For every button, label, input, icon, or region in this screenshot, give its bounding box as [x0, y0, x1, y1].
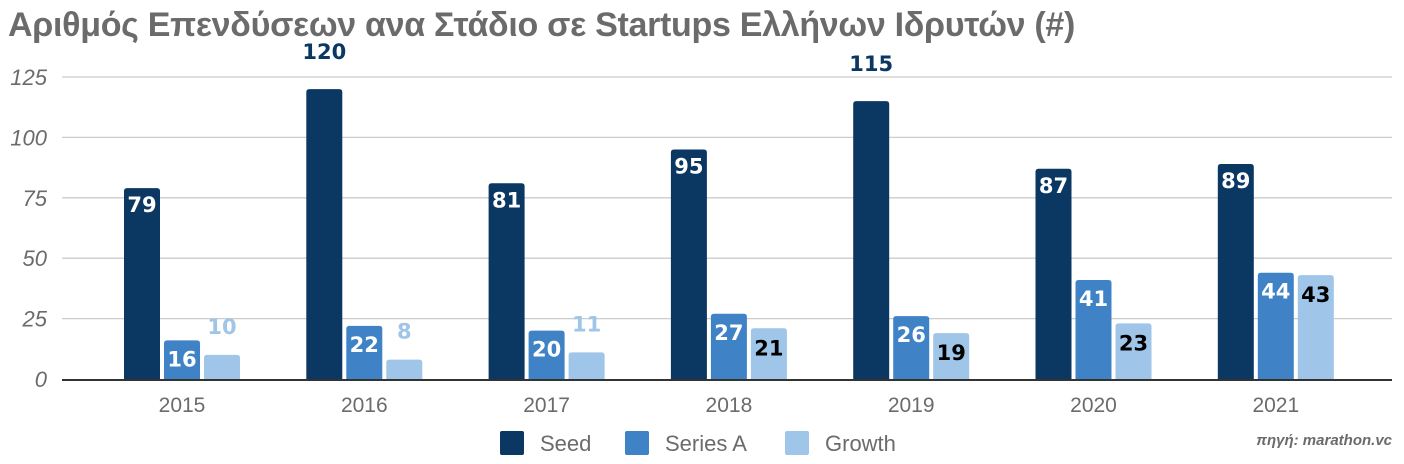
bar-growth-2016 — [386, 359, 423, 379]
x-axis-ticks: 2015 2016 2017 2018 2019 2020 2021 — [159, 394, 1300, 417]
legend-label: Series A — [665, 431, 747, 456]
bar-seed-2019 — [853, 101, 890, 379]
y-tick-label: 50 — [23, 246, 48, 271]
bar-growth-2015 — [204, 354, 240, 379]
bar-seed-2017 — [488, 183, 525, 379]
x-tick-label: 2016 — [341, 394, 388, 417]
data-label: 43 — [1301, 283, 1330, 307]
legend-swatch-growth — [785, 431, 809, 455]
data-label: 27 — [714, 321, 743, 345]
y-tick-label: 75 — [23, 186, 48, 211]
data-label: 8 — [397, 320, 412, 344]
bar-series-a-2021 — [1257, 272, 1294, 379]
data-label: 79 — [127, 193, 156, 217]
legend-swatch-seed — [500, 431, 524, 455]
data-label: 23 — [1119, 331, 1148, 355]
data-label: 10 — [207, 315, 236, 339]
data-label: 19 — [937, 341, 966, 365]
bar-growth-2017 — [568, 352, 605, 379]
chart-title: Αριθμός Επενδύσεων ανα Στάδιο σε Startup… — [8, 6, 1076, 44]
bars — [124, 89, 1334, 379]
bar-series-a-2017 — [528, 330, 565, 379]
data-label: 26 — [897, 323, 926, 347]
bar-growth-2020 — [1115, 323, 1152, 379]
x-tick-label: 2017 — [523, 394, 570, 417]
bar-seed-2015 — [124, 188, 160, 379]
y-axis-ticks: 0 25 50 75 100 125 — [10, 65, 47, 392]
data-label: 120 — [302, 40, 346, 64]
source-note: πηγή: marathon.vc — [1256, 432, 1392, 449]
data-label: 21 — [754, 336, 783, 360]
bar-series-a-2016 — [346, 325, 383, 379]
data-label: 95 — [674, 154, 703, 178]
y-tick-label: 100 — [10, 125, 47, 150]
bar-growth-2018 — [750, 328, 787, 379]
y-tick-label: 125 — [10, 65, 47, 90]
bar-series-a-2019 — [893, 316, 930, 379]
bar-seed-2021 — [1217, 163, 1254, 379]
data-label: 89 — [1221, 169, 1250, 193]
bar-growth-2021 — [1297, 275, 1334, 379]
data-label: 22 — [350, 333, 379, 357]
bar-series-a-2018 — [710, 313, 747, 379]
data-labels: 79 16 10 120 22 8 81 20 11 95 27 21 115 26 19 87 41 23 89 4… — [127, 40, 1330, 371]
legend-label: Growth — [825, 431, 896, 456]
bar-growth-2019 — [933, 333, 970, 379]
bar-series-a-2015 — [164, 340, 200, 379]
x-tick-label: 2019 — [888, 394, 935, 417]
data-label: 16 — [167, 347, 196, 371]
data-label: 44 — [1261, 280, 1290, 304]
data-label: 20 — [532, 338, 561, 362]
x-tick-label: 2020 — [1070, 394, 1117, 417]
legend: Seed Series A Growth — [500, 431, 896, 456]
legend-label: Seed — [540, 431, 591, 456]
y-tick-label: 0 — [35, 367, 48, 392]
data-label: 11 — [572, 312, 601, 336]
data-label: 115 — [849, 52, 893, 76]
bar-seed-2016 — [306, 89, 343, 379]
x-tick-label: 2015 — [159, 394, 206, 417]
data-label: 81 — [492, 188, 521, 212]
data-label: 41 — [1079, 287, 1108, 311]
bar-seed-2018 — [670, 149, 707, 379]
gridlines — [62, 76, 1392, 320]
bar-series-a-2020 — [1075, 279, 1112, 379]
data-label: 87 — [1039, 174, 1068, 198]
x-tick-label: 2018 — [706, 394, 753, 417]
bar-seed-2020 — [1035, 168, 1072, 379]
legend-swatch-series-a — [625, 431, 649, 455]
y-tick-label: 25 — [22, 307, 48, 332]
x-tick-label: 2021 — [1252, 394, 1299, 417]
